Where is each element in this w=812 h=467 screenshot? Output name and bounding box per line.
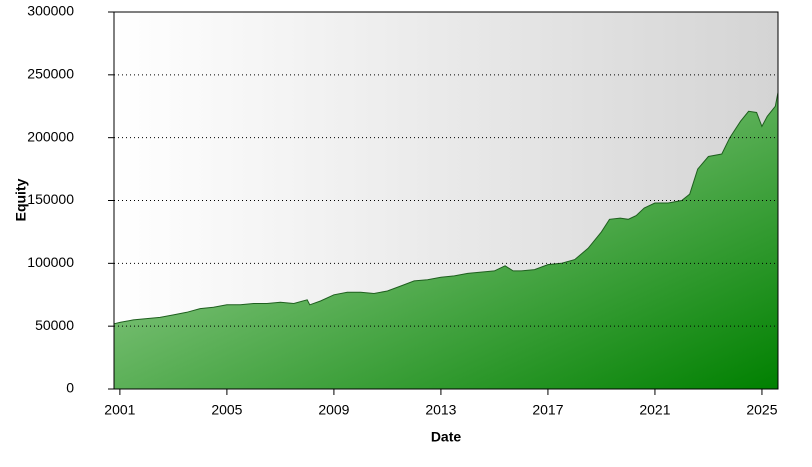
y-tick-label: 300000 — [27, 3, 74, 19]
x-tick-label: 2005 — [211, 402, 242, 418]
plot-frame — [113, 11, 779, 390]
y-tick-label: 50000 — [35, 317, 74, 333]
x-tick-label: 2017 — [532, 402, 563, 418]
x-tick-label: 2021 — [639, 402, 670, 418]
y-tick-label: 150000 — [27, 191, 74, 207]
y-tick-label: 0 — [66, 380, 74, 396]
area — [114, 92, 778, 390]
x-tick-label: 2025 — [746, 402, 777, 418]
y-axis-title: Equity — [13, 178, 29, 221]
x-tick-label: 2013 — [425, 402, 456, 418]
y-tick-label: 200000 — [27, 128, 74, 144]
area-line — [114, 92, 779, 325]
x-tick-label: 2001 — [104, 402, 135, 418]
x-tick-label: 2009 — [318, 402, 349, 418]
y-tick-label: 100000 — [27, 254, 74, 270]
y-tick-label: 250000 — [27, 66, 74, 82]
x-axis-title: Date — [431, 429, 462, 445]
